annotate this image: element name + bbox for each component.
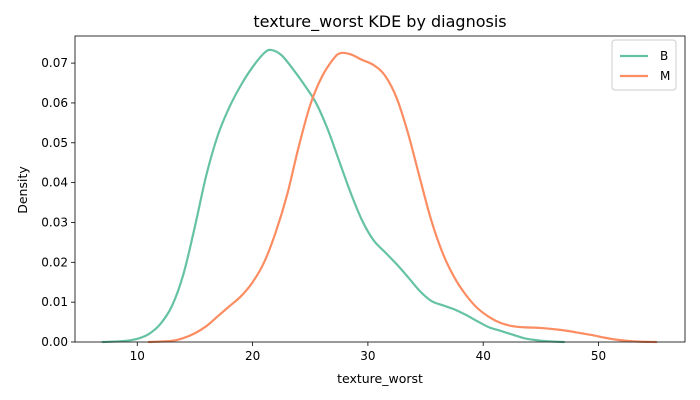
x-axis-label: texture_worst: [337, 371, 423, 386]
y-tick-label: 0.06: [41, 96, 68, 110]
kde-curve-M: [147, 51, 658, 344]
kde-curve-B: [101, 48, 566, 344]
y-tick-label: 0.04: [41, 176, 68, 190]
y-tick-label: 0.02: [41, 255, 68, 269]
y-tick-label: 0.05: [41, 136, 68, 150]
y-tick-label: 0.01: [41, 295, 68, 309]
x-tick-label: 30: [360, 349, 375, 363]
x-tick-label: 20: [245, 349, 260, 363]
legend-frame: [611, 39, 677, 91]
chart-title: texture_worst KDE by diagnosis: [253, 12, 506, 32]
legend: B M: [611, 39, 677, 91]
y-tick-label: 0.00: [41, 335, 68, 349]
y-axis-label: Density: [15, 166, 30, 214]
y-tick-label: 0.03: [41, 215, 68, 229]
series-layer: [101, 48, 658, 344]
x-tick-label: 40: [476, 349, 491, 363]
legend-label-B: B: [660, 49, 668, 63]
x-tick-label: 10: [130, 349, 145, 363]
x-axis-ticks: 10 20 30 40 50: [130, 342, 606, 363]
x-tick-label: 50: [591, 349, 606, 363]
y-tick-label: 0.07: [41, 56, 68, 70]
legend-label-M: M: [660, 69, 670, 83]
y-axis-ticks: 0.00 0.01 0.02 0.03 0.04 0.05 0.06 0.07: [41, 56, 75, 349]
plot-frame: [74, 35, 686, 343]
